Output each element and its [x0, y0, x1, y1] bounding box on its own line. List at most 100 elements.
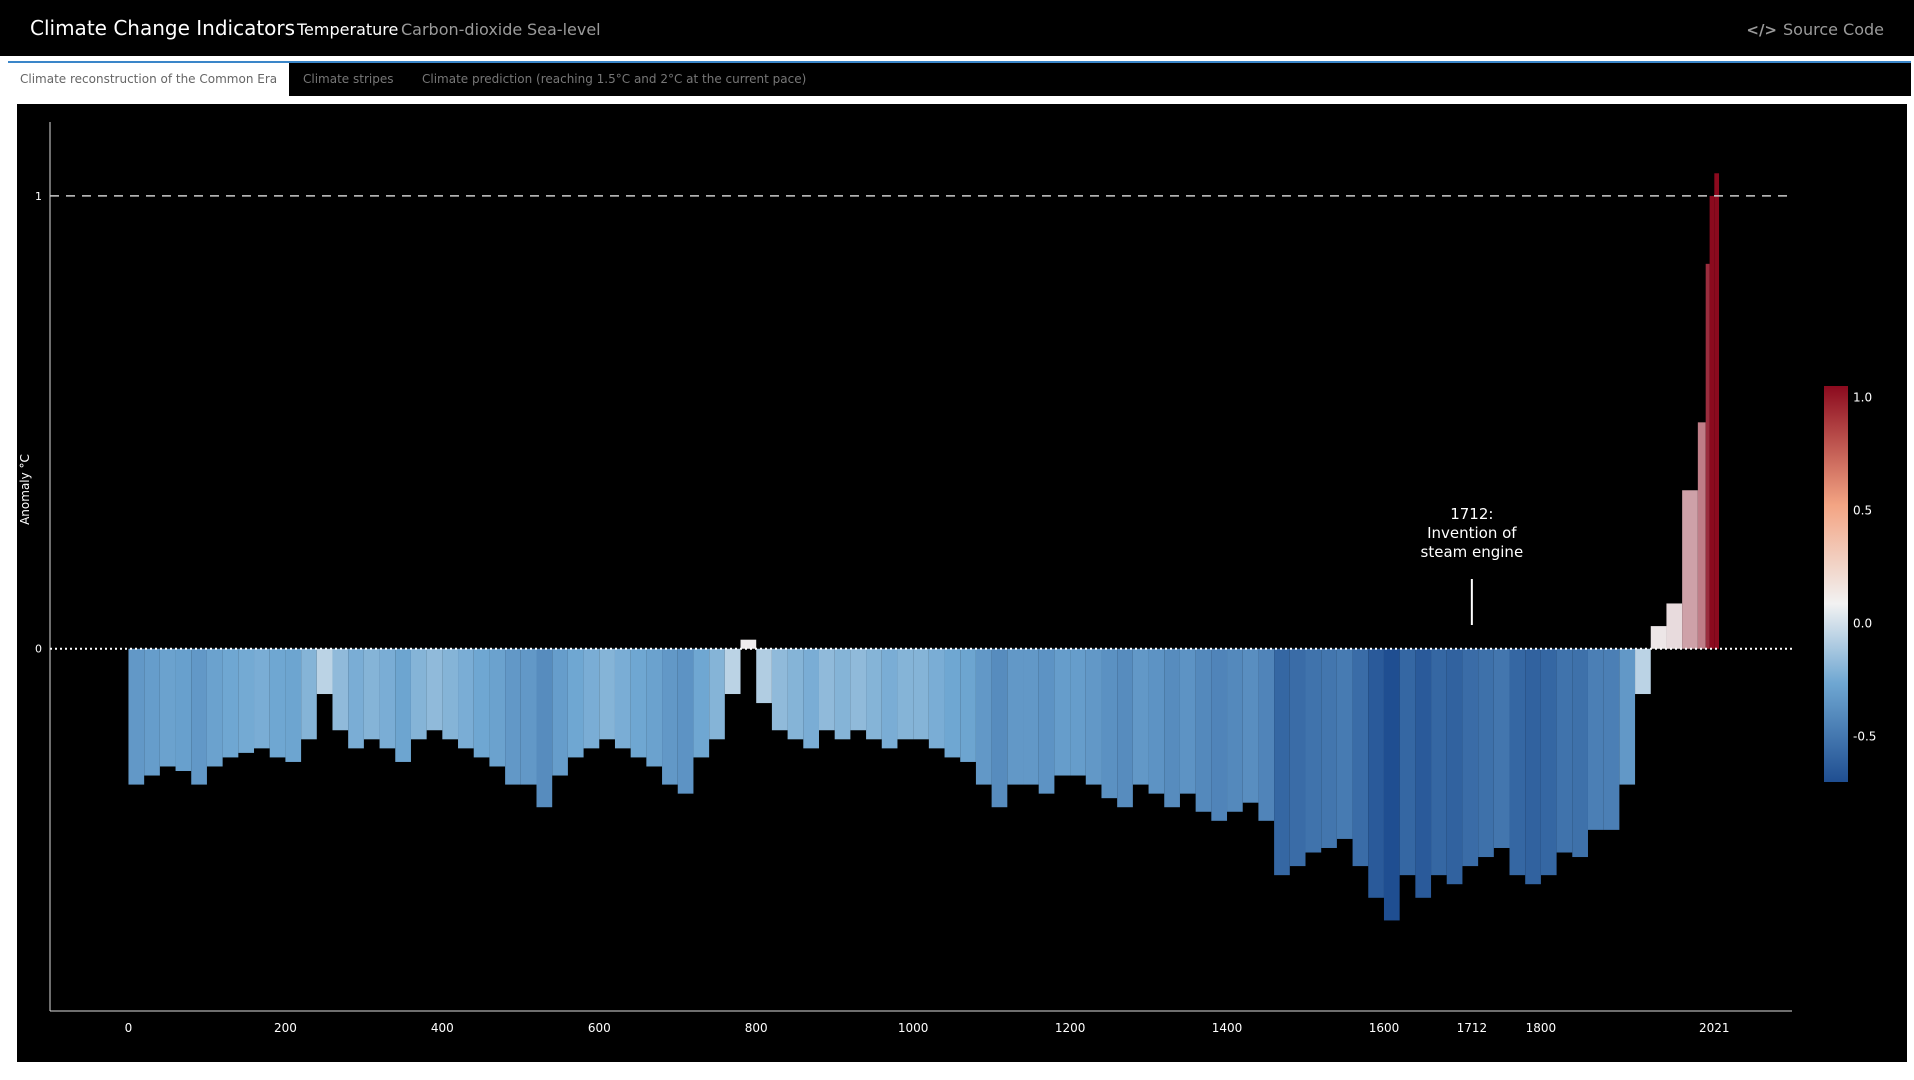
x-tick-label: 200 [274, 1021, 297, 1035]
x-tick-label: 2021 [1699, 1021, 1730, 1035]
bar-1680 [1446, 648, 1463, 885]
colorbar-tick-label: 0.5 [1853, 503, 1872, 517]
x-tick-label: 1712 [1457, 1021, 1488, 1035]
bar-1500 [1305, 648, 1322, 853]
bar-800 [756, 648, 772, 704]
bar-420 [458, 648, 474, 749]
bar-920 [850, 648, 867, 731]
bar-80 [191, 648, 207, 785]
y-tick-label: 0 [35, 643, 42, 656]
nav-sea-level[interactable]: Sea-level [527, 20, 601, 39]
bar-700 [677, 648, 694, 794]
bar-1980 [1682, 490, 1698, 649]
bar-1840 [1572, 648, 1588, 858]
colorbar-tick-label: 0.0 [1853, 617, 1872, 631]
bar-1260 [1117, 648, 1133, 808]
app-title[interactable]: Climate Change Indicators [30, 16, 296, 40]
bar-960 [881, 648, 898, 749]
bar-1560 [1352, 648, 1369, 867]
bar-1820 [1556, 648, 1573, 853]
bar-1480 [1289, 648, 1306, 867]
x-tick-label: 1000 [898, 1021, 929, 1035]
bar-120 [222, 648, 239, 758]
bar-1340 [1179, 648, 1196, 794]
bar-1240 [1101, 648, 1118, 799]
bar-900 [834, 648, 851, 740]
bar-0 [128, 648, 145, 785]
bar-1900 [1619, 648, 1636, 785]
bar-820 [771, 648, 788, 731]
bar-1760 [1509, 648, 1526, 876]
bar-40 [159, 648, 176, 767]
x-tick-label: 800 [745, 1021, 768, 1035]
bar-500 [520, 648, 537, 785]
bar-1380 [1211, 648, 1228, 821]
y-tick-label: 1 [35, 190, 42, 203]
bar-380 [426, 648, 443, 731]
bar-740 [709, 648, 725, 740]
chart-panel: 1 0 0 200 400 600 800 1000 1200 1400 1600 1712 1800… [17, 104, 1907, 1062]
bar-1940 [1650, 626, 1667, 649]
bar-600 [599, 648, 615, 740]
bar-1000 [913, 648, 929, 740]
bar-400 [442, 648, 459, 740]
bar-2010 [1705, 263, 1710, 649]
bar-260 [332, 648, 349, 731]
bar-1540 [1336, 648, 1353, 839]
bar-340 [395, 648, 411, 762]
bar-1320 [1164, 648, 1180, 808]
bar-220 [301, 648, 317, 740]
nav-temperature[interactable]: Temperature [297, 20, 399, 39]
colorbar: 1.0 0.5 0.0 -0.5 [1824, 386, 1876, 782]
bar-1440 [1258, 648, 1275, 821]
bar-1800 [1540, 648, 1557, 876]
source-code-link[interactable]: </> Source Code [1746, 20, 1884, 39]
bar-560 [567, 648, 584, 758]
bar-1920 [1635, 648, 1651, 695]
bar-1100 [991, 648, 1008, 808]
bar-1740 [1493, 648, 1510, 848]
bar-660 [646, 648, 663, 767]
bar-720 [693, 648, 710, 758]
bar-140 [238, 648, 255, 753]
nav-carbon-dioxide[interactable]: Carbon-dioxide [401, 20, 523, 39]
bar-1600 [1383, 648, 1400, 921]
annotation-line-3: steam engine [1421, 543, 1524, 561]
colorbar-tick-label: 1.0 [1853, 390, 1872, 404]
bar-1040 [944, 648, 961, 758]
bar-640 [630, 648, 647, 758]
bar-300 [363, 648, 380, 740]
colorbar-tick-label: -0.5 [1853, 730, 1876, 744]
bar-1700 [1462, 648, 1479, 867]
bar-1860 [1587, 648, 1604, 830]
bar-540 [552, 648, 568, 776]
bar-680 [662, 648, 678, 785]
tab-climate-stripes[interactable]: Climate stripes [303, 72, 394, 86]
tab-climate-reconstruction[interactable]: Climate reconstruction of the Common Era [8, 63, 290, 96]
bar-1520 [1321, 648, 1337, 848]
x-tick-label: 1400 [1212, 1021, 1243, 1035]
bar-1160 [1038, 648, 1055, 794]
bar-1960 [1666, 603, 1683, 649]
x-tick-label: 1600 [1369, 1021, 1400, 1035]
bar-20 [144, 648, 160, 776]
bar-320 [379, 648, 396, 749]
tab-climate-prediction[interactable]: Climate prediction (reaching 1.5°C and 2… [422, 72, 807, 86]
code-icon: </> [1746, 21, 1777, 39]
bar-1020 [928, 648, 945, 749]
colorbar-gradient [1824, 386, 1848, 782]
bar-180 [269, 648, 286, 758]
bar-780 [740, 639, 757, 649]
bar-440 [473, 648, 490, 758]
bar-860 [803, 648, 819, 749]
bar-880 [818, 648, 835, 731]
bar-1200 [1070, 648, 1086, 776]
bar-2015 [1709, 195, 1715, 649]
bar-1880 [1603, 648, 1620, 830]
bar-240 [316, 648, 333, 695]
x-tick-label: 1800 [1526, 1021, 1557, 1035]
bar-980 [897, 648, 914, 740]
bar-60 [175, 648, 192, 772]
bar-1620 [1399, 648, 1416, 876]
x-tick-label: 400 [431, 1021, 454, 1035]
